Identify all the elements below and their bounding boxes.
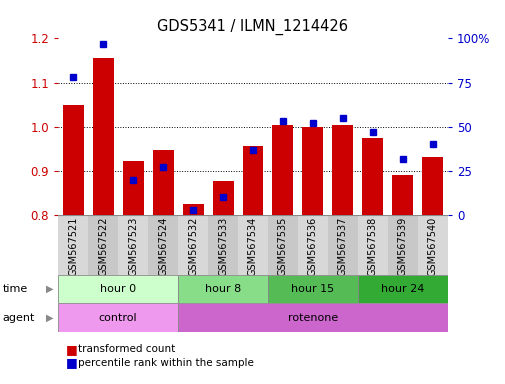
Bar	[212, 180, 233, 215]
Text: control: control	[98, 313, 137, 323]
Text: GSM567533: GSM567533	[218, 217, 228, 276]
Text: ■: ■	[66, 356, 77, 369]
Text: GSM567538: GSM567538	[367, 217, 377, 276]
Bar	[302, 127, 323, 215]
Bar	[332, 124, 352, 215]
Bar	[178, 303, 447, 332]
Bar	[148, 215, 178, 275]
Text: GSM567524: GSM567524	[158, 217, 168, 276]
Bar	[153, 150, 173, 215]
Text: percentile rank within the sample: percentile rank within the sample	[78, 358, 254, 368]
Text: GDS5341 / ILMN_1214426: GDS5341 / ILMN_1214426	[157, 19, 348, 35]
Bar	[357, 215, 387, 275]
Bar	[208, 215, 237, 275]
Bar	[88, 215, 118, 275]
Text: ▶: ▶	[45, 284, 53, 294]
Bar	[417, 215, 447, 275]
Text: rotenone: rotenone	[287, 313, 337, 323]
Bar	[357, 275, 447, 303]
Bar	[327, 215, 357, 275]
Text: GSM567535: GSM567535	[277, 217, 287, 276]
Bar	[297, 215, 327, 275]
Bar	[58, 275, 178, 303]
Bar	[178, 275, 268, 303]
Bar	[63, 104, 83, 215]
Text: GSM567539: GSM567539	[397, 217, 407, 276]
Text: ▶: ▶	[45, 313, 53, 323]
Text: GSM567540: GSM567540	[427, 217, 437, 276]
Text: GSM567532: GSM567532	[188, 217, 197, 276]
Text: GSM567534: GSM567534	[247, 217, 258, 276]
Text: GSM567536: GSM567536	[308, 217, 317, 276]
Bar	[272, 124, 293, 215]
Text: agent: agent	[3, 313, 35, 323]
Text: GSM567523: GSM567523	[128, 217, 138, 276]
Bar	[237, 215, 268, 275]
Text: transformed count: transformed count	[78, 344, 175, 354]
Text: hour 24: hour 24	[380, 284, 424, 294]
Bar	[362, 138, 383, 215]
Text: GSM567537: GSM567537	[337, 217, 347, 276]
Bar	[58, 303, 178, 332]
Bar	[182, 204, 203, 215]
Bar	[242, 146, 263, 215]
Bar	[122, 161, 143, 215]
Text: hour 15: hour 15	[291, 284, 334, 294]
Bar	[178, 215, 208, 275]
Bar	[422, 157, 442, 215]
Bar	[268, 215, 297, 275]
Text: GSM567521: GSM567521	[68, 217, 78, 276]
Bar	[387, 215, 417, 275]
Bar	[391, 175, 413, 215]
Text: time: time	[3, 284, 28, 294]
Bar	[92, 58, 114, 215]
Text: ■: ■	[66, 343, 77, 356]
Text: GSM567522: GSM567522	[98, 217, 108, 276]
Text: hour 8: hour 8	[205, 284, 241, 294]
Bar	[268, 275, 357, 303]
Bar	[118, 215, 148, 275]
Bar	[58, 215, 88, 275]
Text: hour 0: hour 0	[100, 284, 136, 294]
